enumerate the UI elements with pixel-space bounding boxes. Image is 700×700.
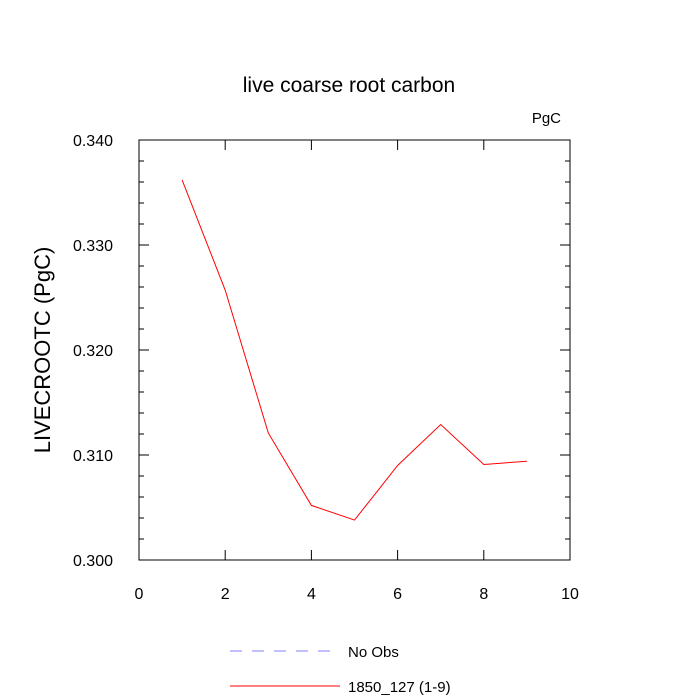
plot-frame <box>138 139 571 561</box>
axis-tick-labels: 0 2 4 6 8 10 0.300 0.310 0.320 0.330 0.340 <box>73 133 579 603</box>
x-tick-label: 0 <box>135 586 144 603</box>
x-tick-label: 6 <box>393 586 402 603</box>
x-tick-label: 10 <box>561 586 579 603</box>
chart-title: live coarse root carbon <box>243 74 455 97</box>
legend-label: No Obs <box>348 644 399 661</box>
y-tick-label: 0.340 <box>73 133 113 150</box>
series-group <box>181 179 527 521</box>
y-tick-label: 0.310 <box>73 448 113 465</box>
series-line <box>181 179 527 521</box>
y-tick-label: 0.320 <box>73 343 113 360</box>
y-axis-label: LIVECROOTC (PgC) <box>30 247 55 454</box>
x-tick-label: 8 <box>479 586 488 603</box>
y-tick-label: 0.330 <box>73 238 113 255</box>
legend-label: 1850_127 (1-9) <box>348 679 451 696</box>
axis-ticks <box>138 139 571 561</box>
y-tick-label: 0.300 <box>73 553 113 570</box>
units-label: PgC <box>532 110 561 127</box>
x-tick-label: 2 <box>221 586 230 603</box>
legend: No Obs 1850_127 (1-9) <box>230 644 451 696</box>
x-tick-label: 4 <box>307 586 316 603</box>
